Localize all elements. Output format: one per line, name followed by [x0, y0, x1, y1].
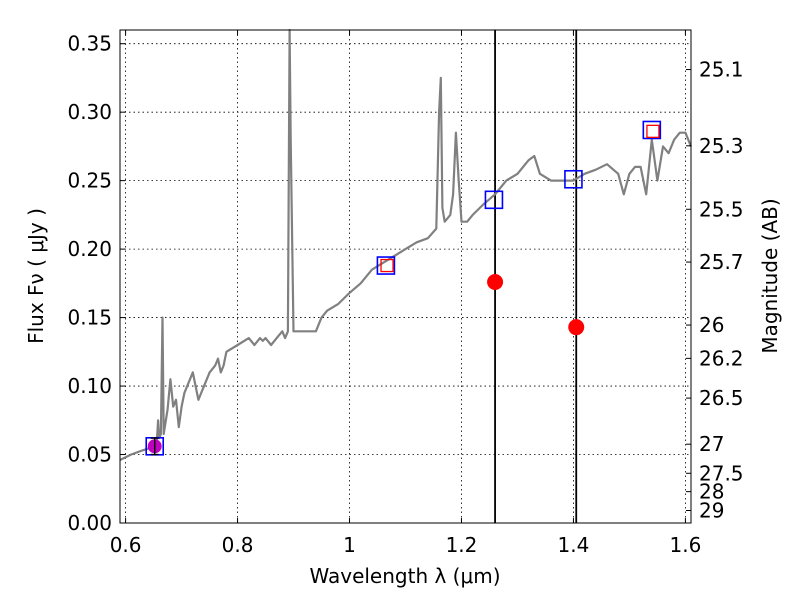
y-tick-label: 0.00 — [67, 511, 112, 535]
model-point-red-square — [646, 124, 660, 138]
magnitude-tick-label: 26.2 — [699, 346, 744, 370]
x-tick-label: 1.6 — [669, 533, 701, 557]
filter-point-blue-square — [564, 169, 583, 189]
axes-frame — [119, 29, 692, 524]
y-tick-label: 0.25 — [67, 169, 112, 193]
y-tick-label: 0.15 — [67, 306, 112, 330]
magnitude-axis-label: Magnitude (AB) — [758, 198, 782, 353]
x-tick-label: 1.2 — [446, 533, 478, 557]
magnitude-tick-label: 25.7 — [699, 250, 744, 274]
y-tick-label: 0.10 — [67, 374, 112, 398]
plot-area — [119, 28, 693, 461]
x-tick-label: 0.8 — [222, 533, 254, 557]
spectrum-line — [119, 28, 693, 461]
y-axis-label: Flux Fν ( μJy ) — [24, 208, 48, 344]
magnitude-tick-label: 26.5 — [699, 386, 744, 410]
magnitude-tick-label: 28 — [699, 480, 724, 504]
filter-point-blue-square — [484, 190, 504, 210]
filter-point-blue-square — [376, 256, 396, 275]
y-tick-label: 0.30 — [67, 100, 112, 124]
magnitude-tick-label: 25.5 — [699, 197, 744, 221]
magnitude-tick-label: 27.5 — [699, 461, 744, 485]
y-tick-label: 0.05 — [67, 443, 112, 467]
observed-flux-point — [568, 319, 585, 336]
x-axis-label: Wavelength λ (μm) — [309, 564, 500, 588]
magnitude-tick-label: 29 — [699, 499, 724, 523]
magnitude-tick-label: 26 — [699, 313, 724, 337]
filter-point-blue-square — [642, 120, 662, 140]
y-tick-label: 0.20 — [67, 237, 112, 261]
magnitude-tick-label: 27 — [699, 432, 724, 456]
y-axis-ticks: 0.00 0.05 0.10 0.15 0.20 0.25 0.30 0.35 — [67, 32, 125, 535]
grid-lines — [120, 30, 691, 524]
magnitude-tick-label: 25.3 — [699, 134, 744, 158]
x-tick-label: 1.4 — [558, 533, 590, 557]
y-tick-label: 0.35 — [67, 32, 112, 56]
magnitude-tick-label: 25.1 — [699, 58, 744, 82]
x-tick-label: 0.6 — [110, 533, 142, 557]
observed-flux-point — [487, 273, 504, 290]
model-point-red-square — [380, 258, 394, 273]
x-axis-ticks: 0.6 0.8 1 1.2 1.4 1.6 — [110, 30, 701, 557]
x-tick-label: 1 — [343, 533, 356, 557]
